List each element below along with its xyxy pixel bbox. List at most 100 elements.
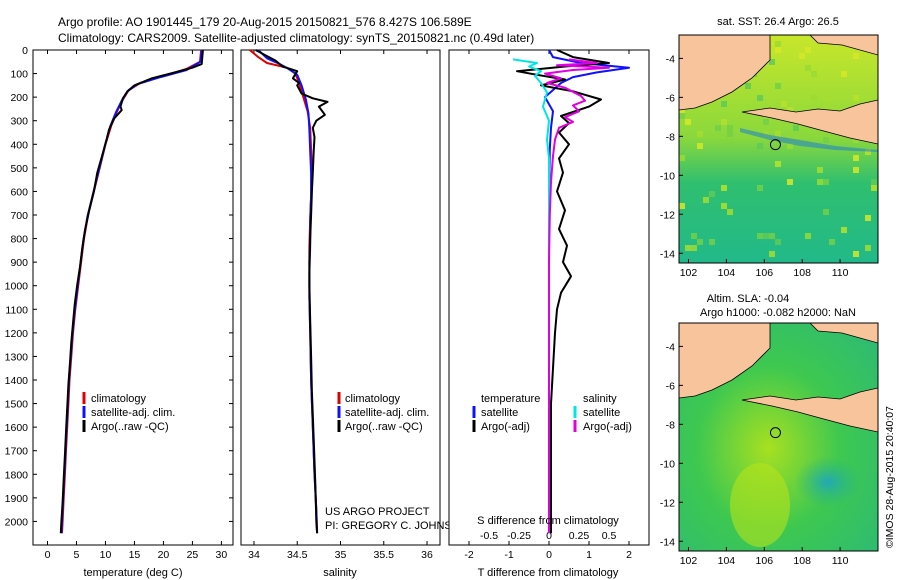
- sst-pixel: [829, 239, 835, 245]
- sst-pixel: [697, 143, 703, 149]
- depth-tick-label: 1400: [5, 375, 29, 387]
- legend-s-satellite-label: satellite: [583, 407, 620, 419]
- sst-pixel: [853, 167, 859, 173]
- sla-map-title-2: Argo h1000: -0.082 h2000: NaN: [700, 307, 856, 319]
- sst-pixel: [691, 233, 697, 239]
- depth-tick-label: 2000: [5, 516, 29, 528]
- legend-temperature-header: temperature: [481, 393, 540, 405]
- sst-pixel: [697, 131, 703, 137]
- temperature-axis-label: temperature (deg C): [83, 567, 182, 579]
- sst-pixel: [787, 143, 793, 149]
- sst-pixel: [679, 203, 685, 209]
- salinity-panel: 34 34.5 35 35.5 36 salinity climatology sate…: [240, 49, 468, 579]
- depth-tick-label: 500: [10, 163, 28, 175]
- sst-pixel: [811, 71, 817, 77]
- sst-pixel: [853, 53, 859, 59]
- depth-tick-label: 1600: [5, 422, 29, 434]
- map-x-tick-label: 104: [718, 267, 736, 279]
- t-diff-axis-label: T difference from climatology: [478, 567, 619, 579]
- depth-tick-label: 200: [10, 92, 28, 104]
- sst-pixel: [853, 251, 859, 257]
- sst-pixel: [703, 197, 709, 203]
- sst-pixel: [853, 155, 859, 161]
- series-line-s-argo-adj-: [544, 58, 610, 534]
- sst-pixel: [799, 53, 805, 59]
- x-tick-label: 10: [100, 549, 112, 561]
- sst-land-java: [741, 99, 878, 145]
- sst-map-panel: sat. SST: 26.4 Argo: 26.5 102 104 106 108 11…: [660, 16, 879, 279]
- sst-pixel: [823, 137, 829, 143]
- map-x-tick-label: 104: [718, 555, 736, 567]
- temperature-panel: 0100200300400500600700800900100011001200…: [5, 45, 649, 579]
- legend-satellite-label: satellite-adj. clim.: [345, 407, 429, 419]
- depth-tick-label: 1100: [5, 304, 28, 316]
- s-diff-tick-label: 0.5: [602, 530, 617, 542]
- sla-argo-float-marker: [769, 427, 781, 439]
- depth-tick-label: 300: [10, 116, 28, 128]
- sst-pixel: [805, 47, 811, 53]
- map-x-tick-label: 102: [680, 267, 698, 279]
- sst-pixel: [757, 233, 763, 239]
- series-line-argo-raw-qc-: [255, 49, 329, 534]
- map-x-tick-label: 110: [832, 267, 849, 279]
- sst-pixel: [763, 131, 769, 137]
- sst-pixel: [715, 125, 721, 131]
- x-tick-label: 36: [421, 549, 433, 561]
- s-diff-tick-label: 0.25: [569, 530, 590, 542]
- sst-pixel: [769, 251, 775, 257]
- difference-axis: -2 -1 0 1 2 -0.5 -0.25 0 0.25 0.5: [464, 50, 632, 561]
- depth-tick-label: 100: [10, 69, 28, 81]
- sst-pixel: [775, 47, 781, 53]
- depth-tick-label: 700: [10, 210, 28, 222]
- temperature-plot-frame: [32, 49, 234, 546]
- sst-pixel: [727, 131, 733, 137]
- sst-pixel: [865, 149, 871, 155]
- map-y-tick-label: -4: [666, 341, 675, 353]
- salinity-lines: [249, 49, 329, 534]
- map-x-tick-label: 108: [793, 267, 811, 279]
- sst-pixel: [823, 209, 829, 215]
- x-tick-label: 20: [158, 549, 170, 561]
- map-y-tick-label: -10: [660, 170, 675, 182]
- sst-pixel: [709, 239, 715, 245]
- series-line-t-argo-adj-: [516, 49, 610, 534]
- sst-pixel: [691, 245, 697, 251]
- credit-project: US ARGO PROJECT: [325, 506, 430, 518]
- map-x-tick-label: 106: [756, 555, 774, 567]
- legend-satellite-label: satellite-adj. clim.: [91, 407, 175, 419]
- sst-pixel: [679, 113, 685, 119]
- difference-legend: temperature salinity satellite Argo(-adj…: [472, 393, 632, 433]
- depth-tick-label: 600: [10, 186, 28, 198]
- sst-pixel: [823, 95, 829, 101]
- map-y-tick-label: -12: [660, 209, 675, 221]
- series-line-argo-raw-qc-: [59, 49, 204, 534]
- sst-pixel: [721, 119, 727, 125]
- sla-map-frame: [678, 322, 879, 552]
- temperature-legend: climatology satellite-adj. clim. Argo(..…: [82, 392, 175, 433]
- sst-pixel: [727, 125, 733, 131]
- sst-pixel: [757, 95, 763, 101]
- sst-pixel: [757, 185, 763, 191]
- sst-pixel: [769, 59, 775, 65]
- sst-pixel: [775, 239, 781, 245]
- sst-pixel: [769, 233, 775, 239]
- sst-front: [740, 128, 878, 152]
- map-y-tick-label: -4: [666, 53, 675, 65]
- sst-pixel: [763, 233, 769, 239]
- sst-pixel: [727, 209, 733, 215]
- sst-pixel: [871, 179, 877, 185]
- sst-pixel: [865, 245, 871, 251]
- sla-map-title-1: Altim. SLA: -0.04: [707, 293, 790, 305]
- sst-pixel: [865, 215, 871, 221]
- sla-yellow-eddy: [730, 463, 790, 547]
- x-tick-label: 35: [335, 549, 347, 561]
- header-line-2: Climatology: CARS2009. Satellite-adjuste…: [58, 31, 534, 45]
- legend-climatology-label: climatology: [91, 393, 147, 405]
- x-tick-label: 0: [546, 549, 552, 561]
- legend-salinity-header: salinity: [583, 393, 617, 405]
- depth-tick-label: 1900: [5, 493, 29, 505]
- map-y-tick-label: -14: [660, 248, 675, 260]
- sst-map-axes: 102 104 106 108 110 -4 -6 -8 -10 -12 -14: [660, 53, 849, 279]
- sst-pixel: [841, 227, 847, 233]
- sst-pixel: [685, 119, 691, 125]
